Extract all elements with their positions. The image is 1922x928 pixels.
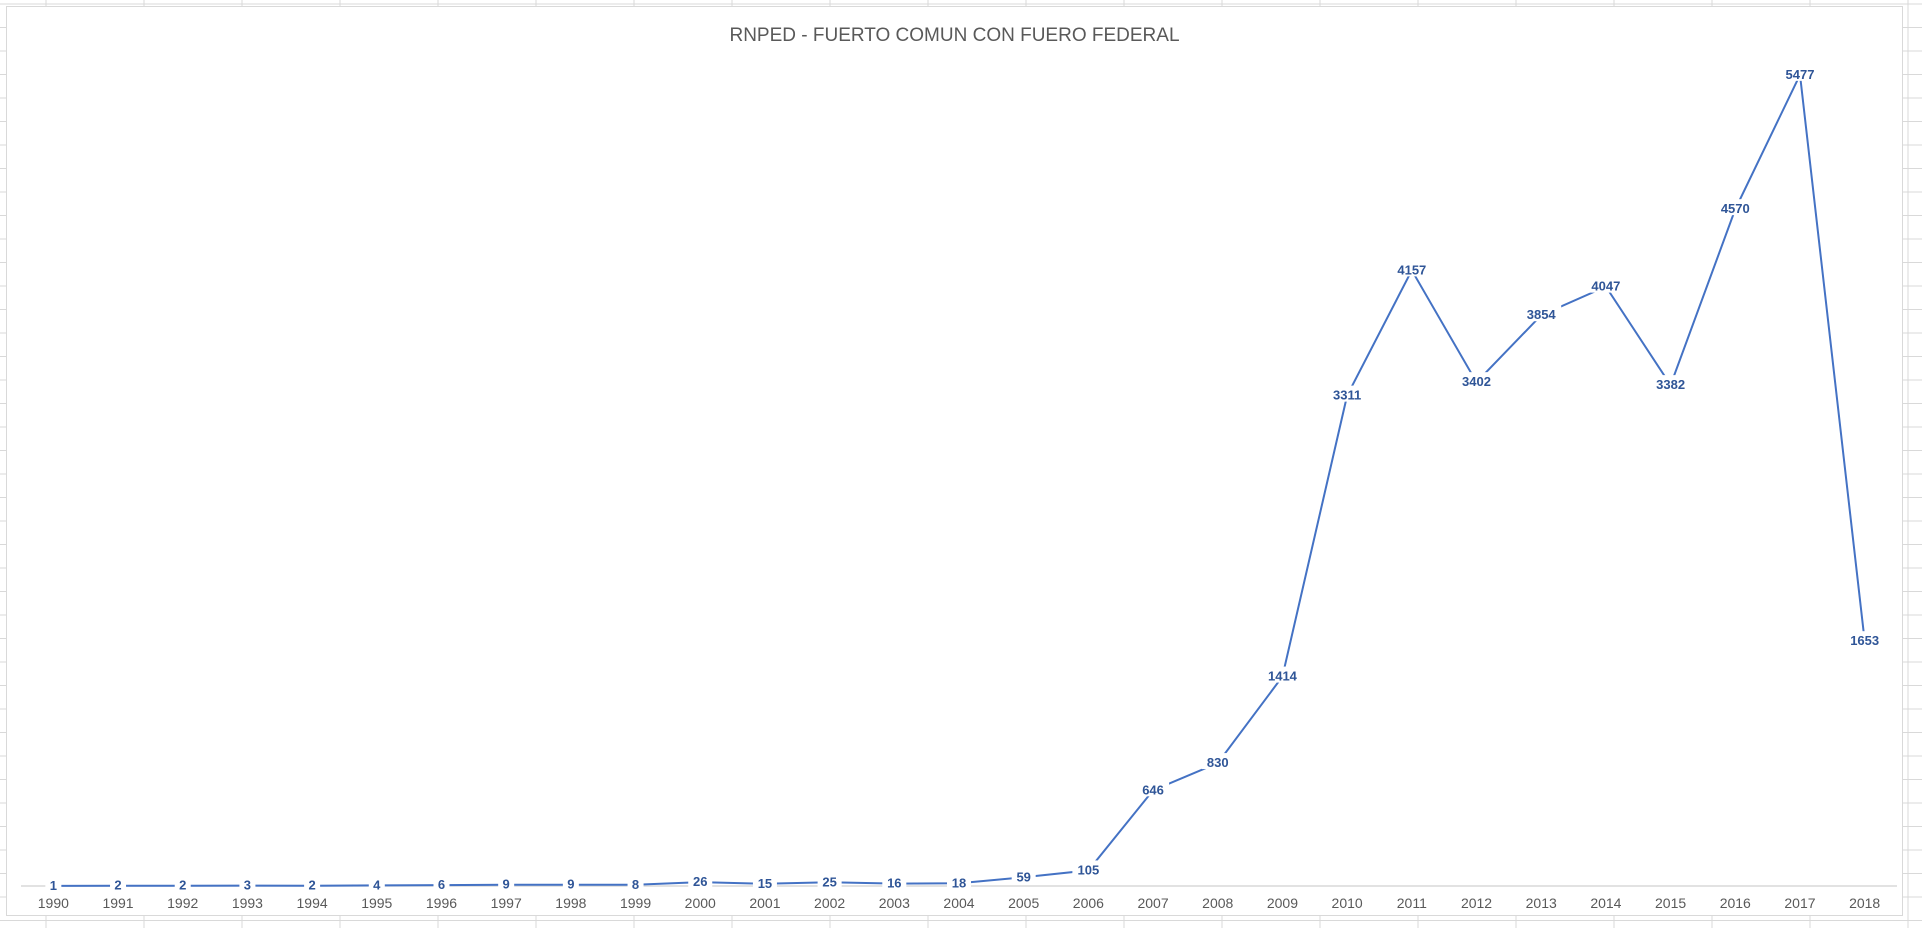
x-tick-label: 2002 bbox=[814, 895, 845, 911]
data-label-background bbox=[1650, 375, 1691, 392]
data-label-background bbox=[1391, 260, 1432, 277]
x-tick-label: 1996 bbox=[426, 895, 457, 911]
x-tick-label: 1993 bbox=[232, 895, 263, 911]
chart-title: RNPED - FUERTO COMUN CON FUERO FEDERAL bbox=[729, 25, 1180, 46]
data-label-background bbox=[239, 875, 256, 892]
x-tick-label: 2016 bbox=[1720, 895, 1751, 911]
x-tick-label: 2000 bbox=[685, 895, 716, 911]
data-label-background bbox=[368, 875, 385, 892]
data-label-background bbox=[817, 872, 842, 889]
data-label-background bbox=[1715, 199, 1756, 216]
x-tick-label: 2006 bbox=[1073, 895, 1104, 911]
data-label-background bbox=[433, 875, 450, 892]
data-label: 3402 bbox=[1462, 374, 1491, 389]
data-label-background bbox=[1072, 860, 1105, 877]
x-tick-label: 2011 bbox=[1397, 895, 1427, 911]
data-label: 4570 bbox=[1721, 201, 1750, 216]
x-tick-label: 1999 bbox=[620, 895, 651, 911]
data-label-background bbox=[1201, 753, 1234, 770]
data-label: 16 bbox=[887, 876, 901, 891]
x-tick-label: 2017 bbox=[1784, 895, 1815, 911]
data-label: 830 bbox=[1207, 755, 1229, 770]
data-label: 646 bbox=[1142, 782, 1164, 797]
data-label: 9 bbox=[567, 877, 574, 892]
x-tick-label: 1991 bbox=[102, 895, 133, 911]
data-label: 3 bbox=[244, 878, 251, 893]
data-label-background bbox=[1011, 867, 1036, 884]
data-label: 9 bbox=[503, 877, 510, 892]
data-label: 1653 bbox=[1850, 633, 1879, 648]
x-tick-label: 2008 bbox=[1202, 895, 1233, 911]
data-label-background bbox=[1327, 385, 1368, 402]
x-tick-label: 1995 bbox=[361, 895, 392, 911]
data-label-background bbox=[688, 872, 713, 889]
x-tick-label: 2001 bbox=[749, 895, 780, 911]
data-label: 105 bbox=[1078, 862, 1100, 877]
x-tick-label: 2009 bbox=[1267, 895, 1298, 911]
x-tick-label: 2014 bbox=[1590, 895, 1621, 911]
data-label-background bbox=[752, 873, 777, 890]
data-label-background bbox=[1779, 64, 1820, 81]
x-tick-label: 2015 bbox=[1655, 895, 1686, 911]
data-label: 1 bbox=[50, 878, 57, 893]
data-label: 4157 bbox=[1397, 262, 1426, 277]
data-label-background bbox=[1137, 780, 1170, 797]
x-tick-label: 1990 bbox=[38, 895, 69, 911]
x-tick-label: 1997 bbox=[491, 895, 522, 911]
data-label: 5477 bbox=[1786, 67, 1815, 82]
data-label-background bbox=[1585, 276, 1626, 293]
data-label: 1414 bbox=[1268, 669, 1298, 684]
data-label-background bbox=[1456, 372, 1497, 389]
data-label: 3382 bbox=[1656, 377, 1685, 392]
data-label-background bbox=[882, 873, 907, 890]
data-label: 2 bbox=[179, 878, 186, 893]
data-label-background bbox=[1844, 631, 1885, 648]
x-tick-label: 2005 bbox=[1008, 895, 1039, 911]
data-label-background bbox=[45, 875, 62, 892]
line-chart: 1 2 2 3 2 4 6 9 9 8 26 15 25 16 18 59 105 646 830 1414 3311 4… bbox=[21, 64, 1897, 911]
data-label: 59 bbox=[1016, 869, 1030, 884]
data-label-background bbox=[562, 874, 579, 891]
data-label-background bbox=[110, 875, 127, 892]
x-tick-label: 1992 bbox=[167, 895, 198, 911]
x-tick-label: 2018 bbox=[1849, 895, 1880, 911]
x-tick-label: 1998 bbox=[555, 895, 586, 911]
x-tick-label: 2007 bbox=[1137, 895, 1168, 911]
x-tick-label: 2003 bbox=[879, 895, 910, 911]
data-label-background bbox=[174, 875, 191, 892]
series-line bbox=[53, 71, 1866, 887]
data-label: 4 bbox=[373, 877, 381, 892]
x-tick-label: 1994 bbox=[297, 895, 328, 911]
data-label: 4047 bbox=[1591, 279, 1620, 294]
data-label: 25 bbox=[822, 874, 836, 889]
data-label: 18 bbox=[952, 875, 966, 890]
data-label: 2 bbox=[114, 878, 121, 893]
x-tick-label: 2004 bbox=[943, 895, 974, 911]
x-tick-label: 2012 bbox=[1461, 895, 1492, 911]
data-label-background bbox=[947, 873, 971, 890]
data-label-background bbox=[1262, 666, 1303, 683]
data-label-background bbox=[627, 874, 644, 891]
data-label: 26 bbox=[693, 874, 707, 889]
data-label: 2 bbox=[308, 878, 315, 893]
x-tick-label: 2013 bbox=[1526, 895, 1557, 911]
data-label-background bbox=[304, 875, 321, 892]
data-label-background bbox=[498, 874, 515, 891]
data-label: 3311 bbox=[1333, 388, 1361, 403]
data-label: 15 bbox=[758, 876, 772, 891]
data-label: 8 bbox=[632, 877, 639, 892]
data-label-background bbox=[1521, 305, 1562, 322]
x-tick-label: 2010 bbox=[1332, 895, 1363, 911]
data-label: 6 bbox=[438, 877, 445, 892]
data-label: 3854 bbox=[1527, 307, 1557, 322]
chart-area[interactable]: RNPED - FUERTO COMUN CON FUERO FEDERAL 1… bbox=[6, 6, 1903, 916]
